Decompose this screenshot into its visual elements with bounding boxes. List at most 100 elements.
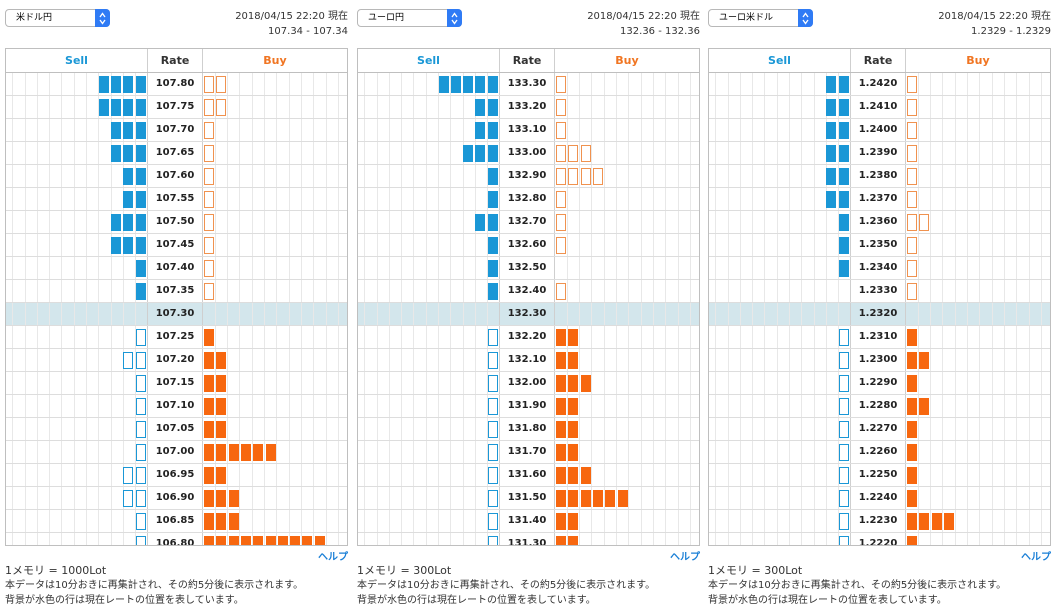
rate-value: 131.70	[499, 441, 555, 463]
grid-line	[942, 464, 943, 486]
currency-pair-select[interactable]: ユーロ円	[357, 9, 462, 27]
grid-line	[123, 372, 124, 394]
grid-line	[777, 372, 778, 394]
help-link[interactable]: ヘルプ	[670, 552, 700, 563]
grid-line	[653, 418, 654, 440]
select-arrows-icon[interactable]	[95, 9, 110, 27]
grid-line	[604, 188, 605, 210]
grid-line	[777, 188, 778, 210]
grid-line	[678, 96, 679, 118]
grid-line	[665, 487, 666, 509]
grid-line	[604, 211, 605, 233]
grid-line	[826, 464, 827, 486]
rate-row: 107.55	[6, 188, 347, 211]
grid-line	[37, 73, 38, 95]
grid-line	[487, 395, 488, 417]
rate-row: 131.80	[358, 418, 699, 441]
help-link[interactable]: ヘルプ	[318, 552, 348, 563]
grid-line	[1029, 303, 1030, 325]
rate-row: 1.2240	[709, 487, 1050, 510]
grid-line	[801, 96, 802, 118]
grid-line	[61, 441, 62, 463]
grid-line	[604, 326, 605, 348]
grid-line	[252, 487, 253, 509]
grid-line	[942, 349, 943, 371]
grid-line	[49, 418, 50, 440]
grid-line	[438, 395, 439, 417]
grid-line	[401, 372, 402, 394]
grid-line	[313, 165, 314, 187]
grid-line	[814, 257, 815, 279]
grid-line	[641, 510, 642, 532]
grid-line	[979, 165, 980, 187]
row-grid	[358, 510, 699, 532]
rate-value: 132.80	[499, 188, 555, 210]
select-arrows-icon[interactable]	[798, 9, 813, 27]
buy-block	[568, 398, 579, 415]
grid-line	[475, 280, 476, 302]
grid-line	[918, 395, 919, 417]
grid-line	[789, 487, 790, 509]
rate-value: 1.2380	[850, 165, 906, 187]
grid-line	[764, 464, 765, 486]
grid-line	[401, 510, 402, 532]
grid-line	[338, 349, 339, 371]
buy-block	[556, 421, 566, 438]
grid-line	[918, 441, 919, 463]
grid-line	[86, 418, 87, 440]
grid-line	[955, 510, 956, 532]
grid-line	[338, 234, 339, 256]
grid-line	[801, 464, 802, 486]
grid-line	[301, 211, 302, 233]
currency-pair-select[interactable]: 米ドル円	[5, 9, 110, 27]
grid-line	[215, 349, 216, 371]
grid-line	[301, 487, 302, 509]
rate-value: 1.2320	[850, 303, 906, 325]
select-arrows-icon[interactable]	[447, 9, 462, 27]
rate-value: 132.10	[499, 349, 555, 371]
sell-block	[487, 122, 498, 139]
grid-line	[37, 441, 38, 463]
grid-line	[1004, 73, 1005, 95]
grid-line	[764, 487, 765, 509]
grid-line	[604, 372, 605, 394]
row-grid	[709, 349, 1050, 371]
row-grid	[709, 119, 1050, 141]
help-link[interactable]: ヘルプ	[1021, 552, 1051, 563]
grid-line	[789, 395, 790, 417]
grid-line	[401, 211, 402, 233]
grid-line	[276, 418, 277, 440]
grid-line	[413, 510, 414, 532]
grid-line	[967, 211, 968, 233]
grid-line	[313, 533, 314, 545]
grid-line	[401, 418, 402, 440]
grid-line	[740, 510, 741, 532]
grid-line	[215, 510, 216, 532]
row-grid	[358, 257, 699, 279]
grid-line	[789, 418, 790, 440]
grid-line	[930, 142, 931, 164]
grid-line	[653, 395, 654, 417]
grid-line	[326, 464, 327, 486]
rate-value: 1.2400	[850, 119, 906, 141]
grid-line	[463, 395, 464, 417]
grid-line	[25, 487, 26, 509]
grid-line	[764, 165, 765, 187]
grid-line	[826, 441, 827, 463]
grid-line	[413, 533, 414, 545]
grid-line	[591, 188, 592, 210]
grid-line	[276, 211, 277, 233]
grid-line	[690, 188, 691, 210]
rate-value: 131.60	[499, 464, 555, 486]
grid-line	[838, 303, 839, 325]
grid-line	[591, 165, 592, 187]
rate-value: 107.15	[147, 372, 203, 394]
grid-line	[979, 349, 980, 371]
grid-line	[992, 257, 993, 279]
currency-pair-select[interactable]: ユーロ米ドル	[708, 9, 813, 27]
grid-line	[98, 303, 99, 325]
grid-line	[475, 165, 476, 187]
grid-line	[764, 303, 765, 325]
rate-value: 132.30	[499, 303, 555, 325]
sell-block	[838, 99, 849, 116]
